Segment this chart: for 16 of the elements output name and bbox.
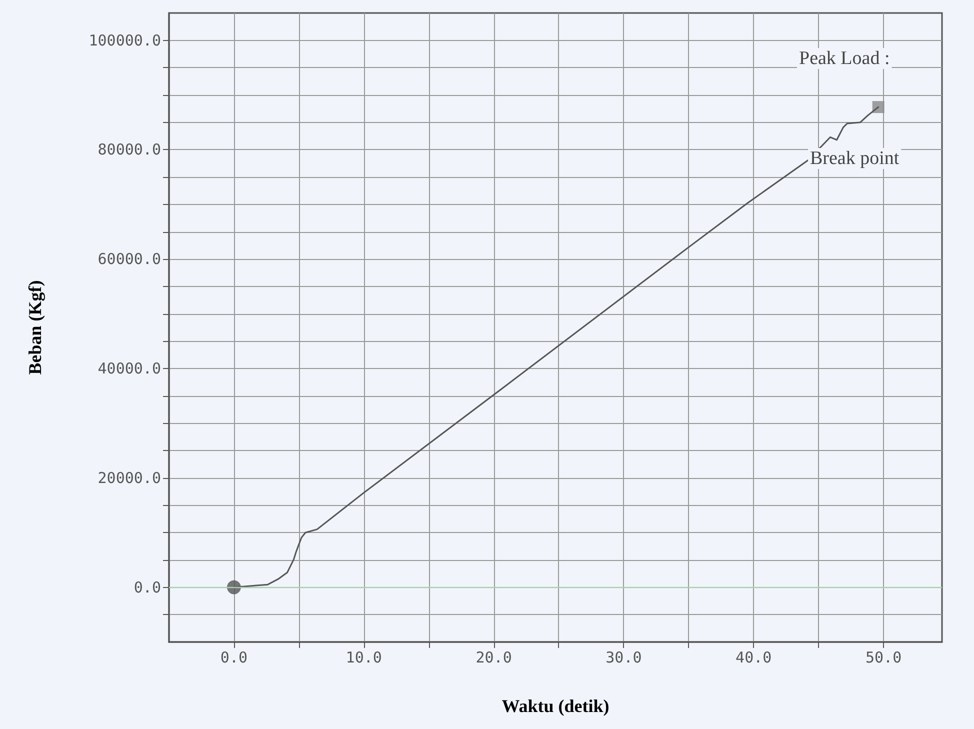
y-tick-label: 40000.0 [98, 360, 161, 378]
y-tick-label: 100000.0 [88, 31, 161, 50]
x-tick-label: 0.0 [220, 648, 248, 666]
x-tick-label: 30.0 [606, 648, 642, 666]
x-tick-label: 40.0 [736, 648, 772, 666]
y-axis-title: Beban (Kgf) [25, 280, 45, 375]
x-tick-label: 20.0 [476, 648, 512, 666]
x-axis-title: Waktu (detik) [502, 696, 610, 716]
y-tick-label: 80000.0 [98, 140, 161, 159]
y-tick-label: 60000.0 [98, 250, 161, 268]
annotation: Break point [810, 148, 900, 169]
x-tick-label: 10.0 [346, 648, 382, 666]
y-tick-label: 20000.0 [98, 468, 161, 487]
x-tick-label: 50.0 [865, 648, 902, 666]
annotation: Peak Load : [799, 48, 890, 69]
y-tick-label: 0.0 [134, 578, 161, 596]
